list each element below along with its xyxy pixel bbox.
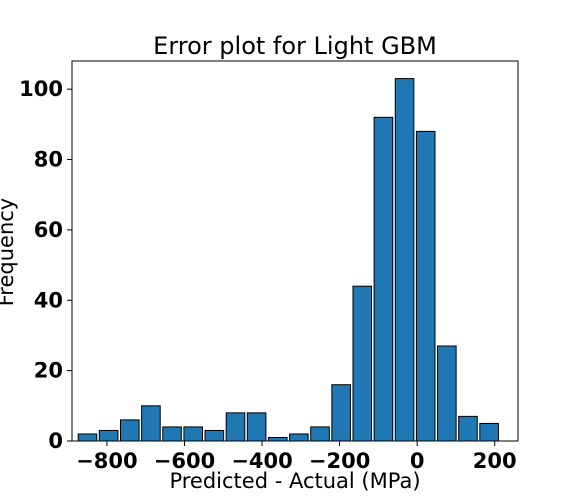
histogram-bar (458, 415, 478, 442)
y-tick-label: 100 (19, 77, 63, 101)
histogram-bar (204, 429, 225, 442)
histogram-bar (119, 419, 140, 442)
histogram-bar (331, 384, 351, 442)
plot-frame (71, 60, 519, 442)
histogram-bar (98, 429, 119, 442)
y-tick-label: 20 (34, 359, 63, 383)
histogram-bar (141, 405, 161, 442)
y-axis: 0 20 40 60 80 100 (19, 77, 72, 453)
histogram-bar (415, 130, 436, 442)
histogram-bar (77, 433, 98, 442)
y-tick-label: 80 (34, 148, 63, 172)
histogram-bar (246, 412, 267, 442)
x-tick-label: −800 (76, 449, 137, 473)
histogram-bar (479, 422, 499, 442)
y-tick-label: 40 (34, 288, 63, 312)
histogram-bar (225, 412, 246, 442)
histogram-bar (394, 78, 415, 442)
x-tick-label: −400 (231, 449, 292, 473)
histogram-bar (373, 116, 394, 442)
chart-title: Error plot for Light GBM (153, 32, 437, 60)
x-tick-label: −600 (154, 449, 215, 473)
histogram-bar (352, 285, 373, 442)
y-axis-label: Frequency (0, 198, 18, 307)
histogram-bar (183, 426, 203, 442)
histogram-bar (289, 433, 309, 442)
histogram-bar (162, 426, 182, 442)
x-tick-label: −200 (309, 449, 370, 473)
x-tick-label: 0 (410, 449, 425, 473)
histogram-bar (267, 436, 288, 442)
x-axis-label: Predicted - Actual (MPa) (169, 469, 420, 493)
x-tick-label: 200 (473, 449, 517, 473)
histogram-bar (437, 345, 457, 442)
bars-group (77, 78, 499, 442)
y-tick-label: 60 (34, 218, 63, 242)
x-axis: −800 −600 −400 −200 0 200 (76, 441, 517, 473)
y-tick-label: 0 (48, 429, 63, 453)
histogram-bar (310, 426, 330, 442)
